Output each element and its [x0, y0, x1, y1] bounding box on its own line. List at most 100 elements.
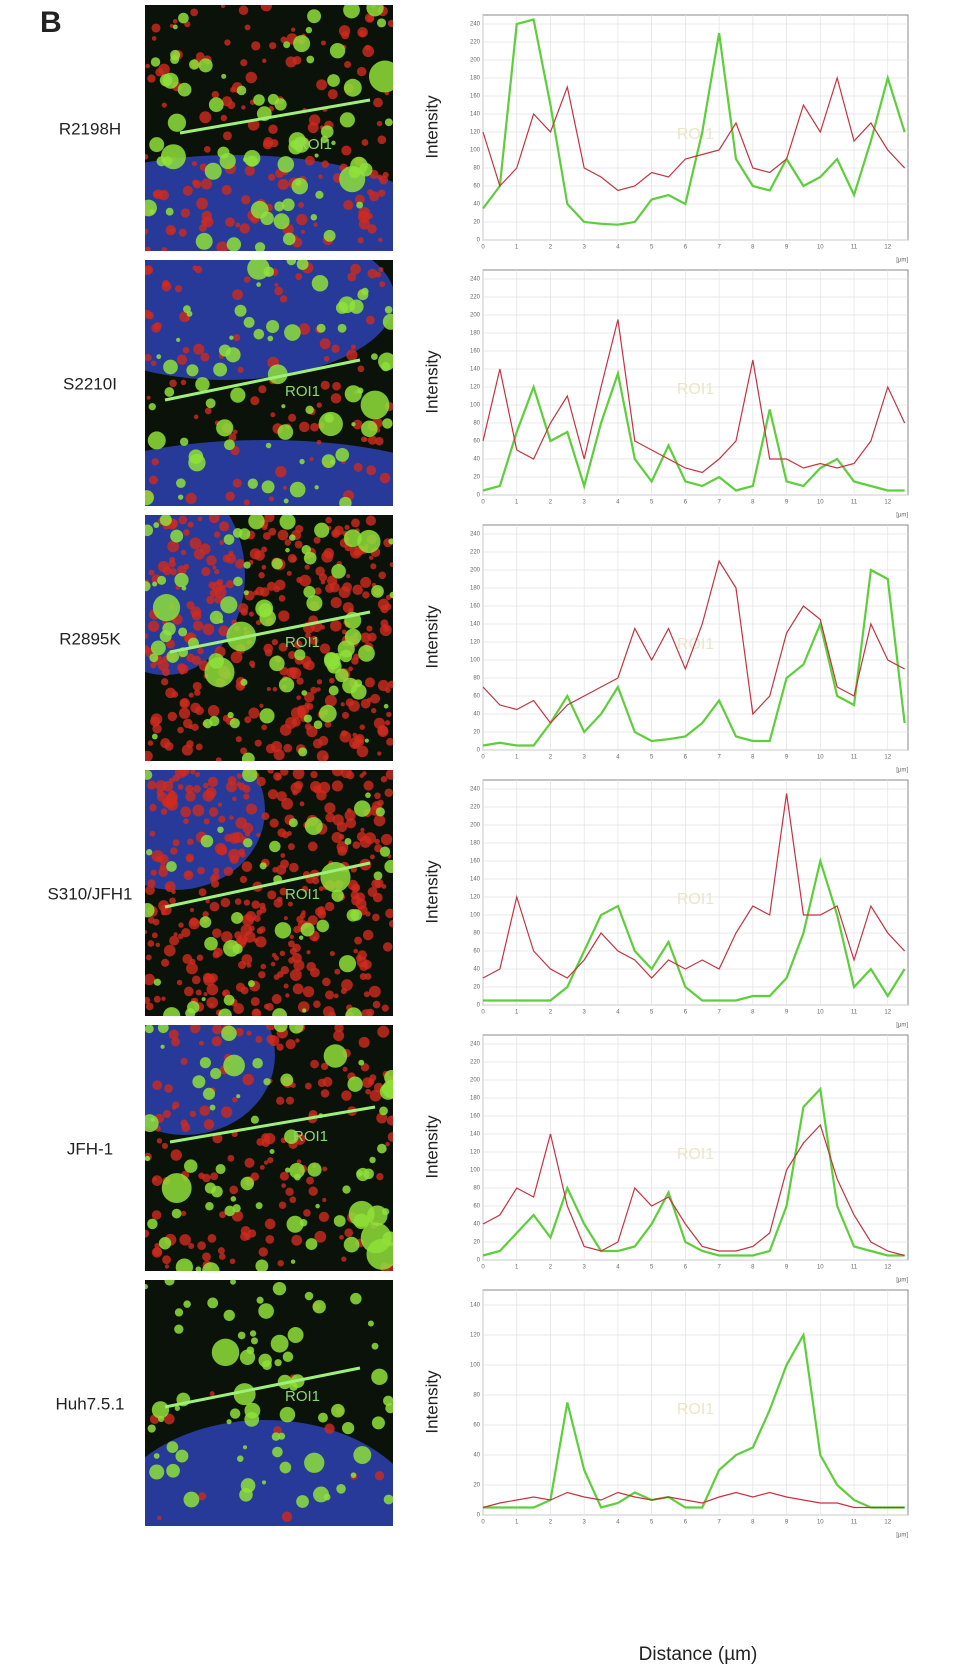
green-dot	[195, 377, 210, 392]
red-dot	[278, 595, 286, 602]
red-dot	[354, 194, 365, 205]
x-tick-label: 5	[650, 1520, 654, 1526]
red-dot	[220, 5, 226, 9]
red-dot	[239, 875, 248, 884]
green-dot	[174, 1324, 184, 1334]
red-dot	[229, 1258, 236, 1265]
red-dot	[329, 950, 335, 957]
red-dot	[314, 1230, 327, 1243]
plot-watermark: ROI1	[677, 891, 714, 908]
red-dot	[235, 1027, 244, 1037]
red-dot	[275, 773, 282, 780]
green-dot	[365, 792, 371, 799]
red-dot	[166, 791, 178, 803]
roi-line	[164, 861, 371, 909]
red-dot	[248, 707, 260, 719]
red-dot	[268, 527, 277, 536]
green-dot	[160, 1044, 165, 1049]
green-dot	[177, 82, 192, 97]
red-dot	[291, 1234, 303, 1246]
green-dot	[269, 655, 285, 672]
x-tick-label: 2	[549, 1265, 553, 1271]
red-dot	[161, 102, 167, 108]
red-dot	[148, 620, 160, 632]
red-dot	[376, 1173, 384, 1181]
green-dot	[287, 1327, 304, 1343]
x-tick-label: 12	[884, 500, 891, 506]
green-dot	[205, 398, 216, 409]
red-dot	[344, 809, 356, 821]
green-dot	[345, 1007, 362, 1016]
red-dot	[364, 677, 375, 688]
red-dot	[256, 776, 266, 787]
red-dot	[322, 754, 329, 761]
red-dot	[366, 315, 375, 325]
green-dot	[145, 903, 155, 918]
green-dot	[289, 481, 306, 498]
red-dot	[258, 971, 266, 979]
red-dot	[235, 559, 245, 569]
red-dot	[278, 1201, 287, 1209]
green-dot	[233, 1383, 256, 1406]
red-dot	[364, 832, 377, 845]
micrograph: ROI1	[145, 1025, 393, 1271]
red-dot	[164, 741, 174, 751]
red-dot	[301, 885, 309, 893]
red-dot	[279, 295, 288, 303]
roi-label: ROI1	[293, 1128, 328, 1145]
red-dot	[258, 572, 265, 579]
green-dot	[353, 800, 371, 817]
green-dot	[320, 125, 334, 138]
red-dot	[332, 381, 341, 391]
x-tick-label: 4	[616, 1010, 620, 1016]
x-unit: [µm]	[896, 513, 908, 519]
x-tick-label: 2	[549, 1010, 553, 1016]
red-dot	[353, 948, 358, 954]
sample-label: S2210I	[63, 374, 117, 393]
green-dot	[272, 1446, 283, 1458]
green-dot	[356, 1170, 363, 1177]
red-dot	[244, 1157, 255, 1168]
y-tick-label: 100	[470, 403, 481, 409]
green-dot	[350, 909, 363, 921]
green-dot	[343, 1236, 360, 1253]
y-tick-label: 0	[477, 748, 481, 754]
red-dot	[307, 841, 318, 852]
green-dot	[357, 387, 364, 394]
red-dot	[156, 1138, 163, 1144]
red-dot	[295, 1038, 300, 1043]
red-dot	[341, 979, 353, 991]
red-dot	[250, 396, 260, 406]
green-dot	[279, 1461, 292, 1474]
x-tick-label: 4	[616, 1520, 620, 1526]
red-dot	[232, 1097, 238, 1103]
green-dot	[153, 522, 160, 528]
green-dot	[296, 260, 309, 270]
green-dot	[243, 316, 255, 328]
red-dot	[208, 515, 220, 524]
red-dot	[165, 639, 176, 649]
red-dot	[340, 730, 348, 737]
green-dot	[331, 889, 344, 902]
red-dot	[299, 801, 305, 807]
red-dot	[341, 145, 352, 156]
red-dot	[233, 334, 241, 342]
red-dot	[245, 71, 258, 84]
x-tick-label: 7	[717, 755, 721, 761]
green-dot	[360, 1222, 392, 1254]
red-dot	[376, 1112, 388, 1124]
x-unit: [µm]	[896, 1278, 908, 1284]
red-dot	[296, 1159, 302, 1164]
x-tick-label: 0	[481, 1520, 485, 1526]
red-dot	[148, 569, 155, 576]
green-dot	[200, 834, 214, 848]
x-tick-label: 4	[616, 500, 620, 506]
red-dot	[177, 784, 184, 790]
red-dot	[182, 346, 190, 354]
green-dot	[331, 140, 336, 146]
green-dot	[185, 1008, 196, 1016]
green-dot	[217, 826, 224, 833]
red-dot	[212, 928, 222, 938]
x-tick-label: 6	[684, 500, 688, 506]
green-dot	[281, 198, 295, 212]
